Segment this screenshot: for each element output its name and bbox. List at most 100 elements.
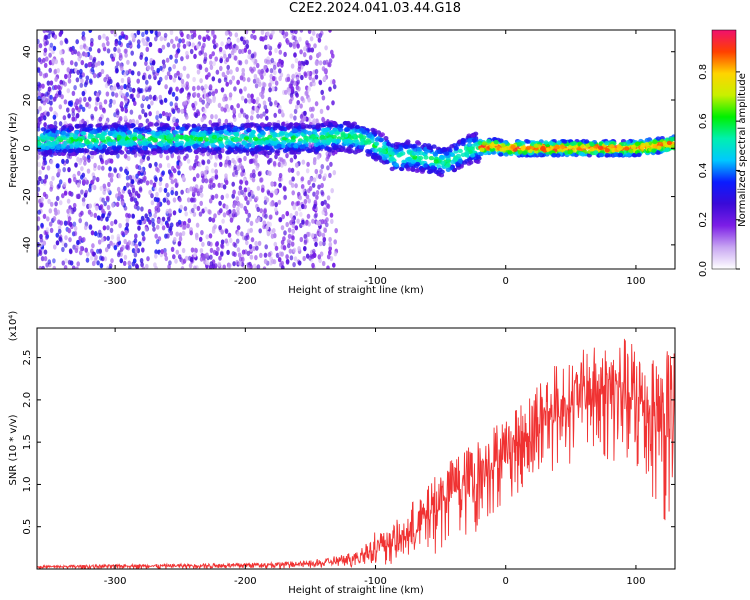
spectrogram-cell bbox=[146, 256, 150, 262]
spectrogram-cell bbox=[120, 65, 124, 72]
spectrogram-cell bbox=[189, 186, 193, 192]
spectrogram-cell bbox=[155, 224, 160, 230]
spectrogram-cell bbox=[334, 131, 340, 136]
spectrogram-cell bbox=[139, 178, 143, 184]
spectrogram-cell bbox=[48, 67, 52, 73]
spectrogram-cell bbox=[146, 36, 150, 43]
spectrogram-cell bbox=[193, 265, 197, 269]
spectrogram-cell bbox=[295, 104, 299, 110]
spectrogram-cell bbox=[580, 152, 586, 157]
spectrogram-cell bbox=[93, 162, 97, 168]
spectrogram-cell bbox=[279, 130, 286, 136]
spectrogram-cell bbox=[42, 240, 47, 246]
spectrogram-cell bbox=[82, 179, 86, 185]
spectrogram-cell bbox=[224, 238, 229, 244]
spectrogram-cell bbox=[48, 208, 53, 214]
spectrogram-cell bbox=[87, 157, 91, 163]
spectrogram-cell bbox=[311, 30, 316, 36]
spectrogram-cell bbox=[42, 30, 47, 34]
spectrogram-cell bbox=[185, 153, 189, 159]
spectrogram-cell bbox=[225, 57, 230, 63]
spectrogram-cell bbox=[73, 225, 78, 231]
spectrogram-cell bbox=[479, 147, 485, 152]
spectrogram-cell bbox=[220, 87, 225, 93]
spectrogram-cell bbox=[89, 130, 95, 135]
spectrogram-cell bbox=[68, 248, 73, 254]
spectrogram-cell bbox=[74, 130, 80, 135]
spectrogram-cell bbox=[320, 182, 324, 189]
spectrogram-cell bbox=[174, 258, 178, 264]
spectrogram-cell bbox=[635, 141, 641, 146]
spectrogram-cell bbox=[318, 231, 322, 237]
spectrogram-cell bbox=[87, 62, 92, 68]
spectrogram-cell bbox=[129, 109, 134, 115]
spectrogram-cell bbox=[445, 167, 451, 172]
spectrogram-cell bbox=[215, 126, 221, 131]
spectrogram-cell bbox=[170, 107, 175, 113]
spectrogram-cell bbox=[53, 244, 57, 250]
spectrogram-cell bbox=[270, 181, 275, 187]
spectrogram-cell bbox=[210, 143, 216, 148]
spectrogram-cell bbox=[237, 201, 241, 207]
spectrogram-cell bbox=[217, 182, 222, 188]
spectrogram-cell bbox=[257, 103, 262, 109]
spectrogram-cell bbox=[268, 87, 272, 93]
spectrogram-cell bbox=[128, 87, 133, 93]
spectrogram-cell bbox=[326, 195, 331, 201]
spectrogram-cell bbox=[252, 78, 257, 84]
spectrogram-cell bbox=[159, 134, 165, 140]
spectrogram-cell bbox=[79, 82, 84, 88]
spectrogram-cell bbox=[141, 231, 145, 237]
spectrogram-cell bbox=[100, 68, 105, 75]
spectrogram-cell bbox=[151, 217, 155, 224]
spectrogram-cell bbox=[604, 148, 610, 153]
spectrogram-cell bbox=[75, 148, 81, 154]
spectrogram-cell bbox=[332, 121, 338, 126]
spectrogram-cell bbox=[101, 197, 105, 203]
spectrogram-cell bbox=[68, 100, 72, 106]
spectrogram-cell bbox=[192, 32, 197, 38]
spectrogram-cell bbox=[313, 203, 317, 209]
spectrogram-cell bbox=[617, 152, 624, 158]
spectrogram-cell bbox=[196, 43, 200, 50]
spectrogram-cell bbox=[290, 78, 295, 84]
spectrogram-cell bbox=[278, 30, 283, 34]
spectrogram-cell bbox=[118, 223, 122, 229]
spectrogram-cell bbox=[148, 111, 152, 117]
spectrogram-cell bbox=[243, 86, 247, 92]
spectrogram-cell bbox=[253, 34, 257, 41]
spectrogram-cell bbox=[41, 248, 45, 254]
spectrogram-cell bbox=[136, 30, 141, 36]
spectrogram-cell bbox=[49, 124, 55, 129]
spectrogram-cell bbox=[206, 30, 210, 34]
spectrogram-cell bbox=[186, 197, 191, 203]
y-tick-label: 20 bbox=[22, 94, 33, 107]
spectrogram-cell bbox=[199, 192, 204, 198]
spectrogram-cell bbox=[41, 96, 46, 102]
spectrogram-cell bbox=[336, 147, 342, 153]
spectrogram-cell bbox=[74, 247, 79, 254]
spectrogram-cell bbox=[254, 146, 260, 152]
spectrogram-cell bbox=[194, 112, 199, 119]
spectrogram-cell bbox=[211, 51, 215, 57]
spectrogram-cell bbox=[271, 86, 275, 92]
spectrogram-cell bbox=[311, 262, 315, 268]
spectrogram-cell bbox=[274, 154, 278, 160]
spectrogram-cell bbox=[268, 82, 272, 88]
spectrogram-cell bbox=[158, 180, 163, 187]
spectrogram-cell bbox=[224, 30, 229, 36]
spectrogram-cell bbox=[168, 74, 173, 80]
spectrogram-cell bbox=[139, 149, 146, 154]
spectrogram-cell bbox=[141, 74, 146, 81]
spectrogram-cell bbox=[666, 140, 673, 146]
spectrogram-cell bbox=[320, 164, 325, 170]
spectrogram-cell bbox=[84, 148, 90, 153]
spectrogram-cell bbox=[315, 147, 321, 152]
spectrogram-cell bbox=[127, 189, 132, 195]
spectrogram-cell bbox=[262, 220, 267, 226]
spectrogram-cell bbox=[311, 77, 316, 83]
spectrogram-cell bbox=[116, 134, 122, 140]
spectrogram-cell bbox=[319, 135, 325, 141]
spectrogram-cell bbox=[63, 242, 68, 248]
